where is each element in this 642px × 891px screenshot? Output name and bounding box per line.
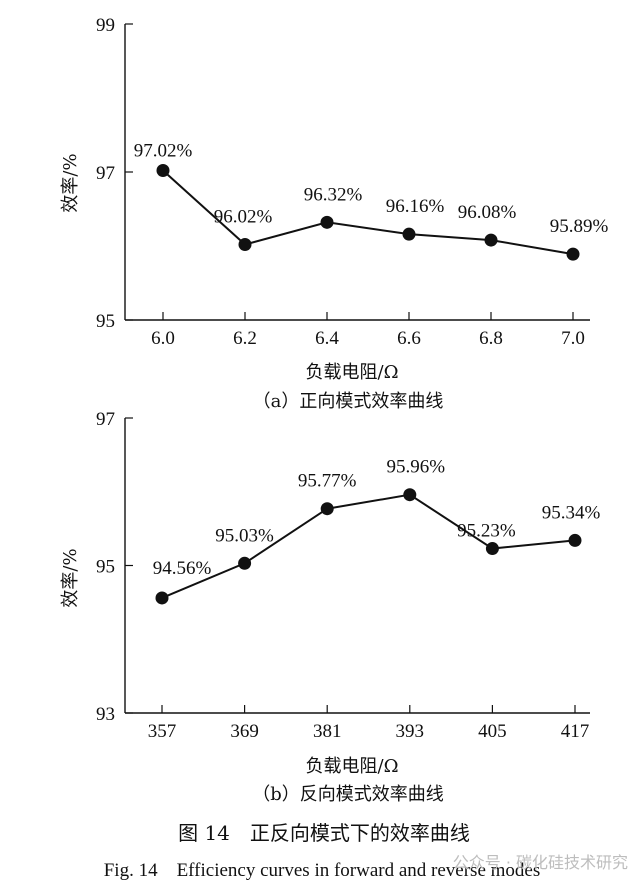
chart-a-ytick-label: 95 xyxy=(96,311,115,332)
chart-a-data-label: 97.02% xyxy=(134,141,193,162)
chart-b-data-label: 95.77% xyxy=(298,471,357,492)
chart-a-data-point xyxy=(156,164,170,178)
chart-a-axes: 95 97 99 6.0 6.2 6.4 6.6 6.8 7.0 xyxy=(96,15,590,349)
figure-caption-en: Fig. 14 Efficiency curves in forward and… xyxy=(104,860,541,881)
chart-b-xtick-label: 381 xyxy=(313,721,342,742)
chart-a-xtick-label: 6.8 xyxy=(479,328,503,349)
chart-a-subtitle: （a）正向模式效率曲线 xyxy=(253,391,444,412)
chart-b-data-label: 94.56% xyxy=(153,558,212,579)
chart-b-xtick-label: 369 xyxy=(230,721,259,742)
chart-a-xtick-label: 6.6 xyxy=(397,328,421,349)
chart-b-ytick-label: 93 xyxy=(96,704,115,725)
chart-a-data-label: 95.89% xyxy=(550,216,609,237)
chart-b-data-point xyxy=(238,556,252,570)
chart-b-ytick-label: 97 xyxy=(96,409,115,430)
chart-a-xtick-label: 6.2 xyxy=(233,328,257,349)
chart-b-axes: 93 95 97 357 369 381 393 405 417 xyxy=(96,409,590,742)
chart-a-marks: 97.02% 96.02% 96.32% 96.16% 96.08% 95.89% xyxy=(134,141,609,261)
chart-b-data-point xyxy=(403,488,417,502)
chart-a-ytick-label: 97 xyxy=(96,163,115,184)
chart-b-xtick-label: 417 xyxy=(561,721,590,742)
figure-caption-zh: 图 14 正反向模式下的效率曲线 xyxy=(178,821,470,845)
chart-b-data-point xyxy=(155,591,169,605)
chart-a-data-label: 96.32% xyxy=(304,184,363,205)
chart-b-subtitle: （b）反向模式效率曲线 xyxy=(252,784,444,805)
chart-b-ylabel: 效率/% xyxy=(60,548,81,607)
chart-a-data-point xyxy=(402,227,416,241)
chart-b-xlabel: 负载电阻/Ω xyxy=(306,756,399,777)
chart-b-data-label: 95.03% xyxy=(215,525,274,546)
chart-b-data-point xyxy=(320,502,334,516)
chart-a-data-point xyxy=(566,247,580,261)
chart-b-data-point xyxy=(568,533,582,547)
chart-b-ytick-label: 95 xyxy=(96,557,115,578)
chart-b-data-label: 95.34% xyxy=(542,502,601,523)
chart-a-ylabel: 效率/% xyxy=(60,153,81,212)
chart-a: 95 97 99 6.0 6.2 6.4 6.6 6.8 7.0 97.02% 96.02% 96.… xyxy=(60,15,608,412)
chart-b: 93 95 97 357 369 381 393 405 417 94.56%95.03% 95.… xyxy=(60,409,600,805)
chart-a-data-point xyxy=(320,215,334,229)
chart-a-xtick-label: 6.0 xyxy=(151,328,175,349)
chart-a-data-label: 96.02% xyxy=(214,207,273,228)
chart-a-data-point xyxy=(484,233,498,247)
chart-a-data-label: 96.16% xyxy=(386,196,445,217)
chart-b-series-line xyxy=(161,493,576,599)
chart-b-data-label: 95.23% xyxy=(457,521,516,542)
chart-b-xtick-label: 405 xyxy=(478,721,507,742)
chart-b-data-point xyxy=(485,542,499,556)
chart-a-xlabel: 负载电阻/Ω xyxy=(306,362,399,383)
chart-a-series-line xyxy=(162,169,574,256)
chart-a-data-label: 96.08% xyxy=(458,202,517,223)
chart-a-xtick-label: 6.4 xyxy=(315,328,339,349)
chart-b-xtick-label: 393 xyxy=(396,721,425,742)
chart-b-xtick-label: 357 xyxy=(148,721,177,742)
chart-b-marks: 94.56%95.03% 95.77% 95.96% 95.23% 95.34% xyxy=(153,457,601,605)
chart-a-xtick-label: 7.0 xyxy=(561,328,585,349)
chart-a-ytick-label: 99 xyxy=(96,15,115,36)
watermark: 公众号 · 碳化硅技术研究 xyxy=(453,853,628,872)
chart-b-data-label: 95.96% xyxy=(387,457,446,478)
chart-a-data-point xyxy=(238,238,252,252)
